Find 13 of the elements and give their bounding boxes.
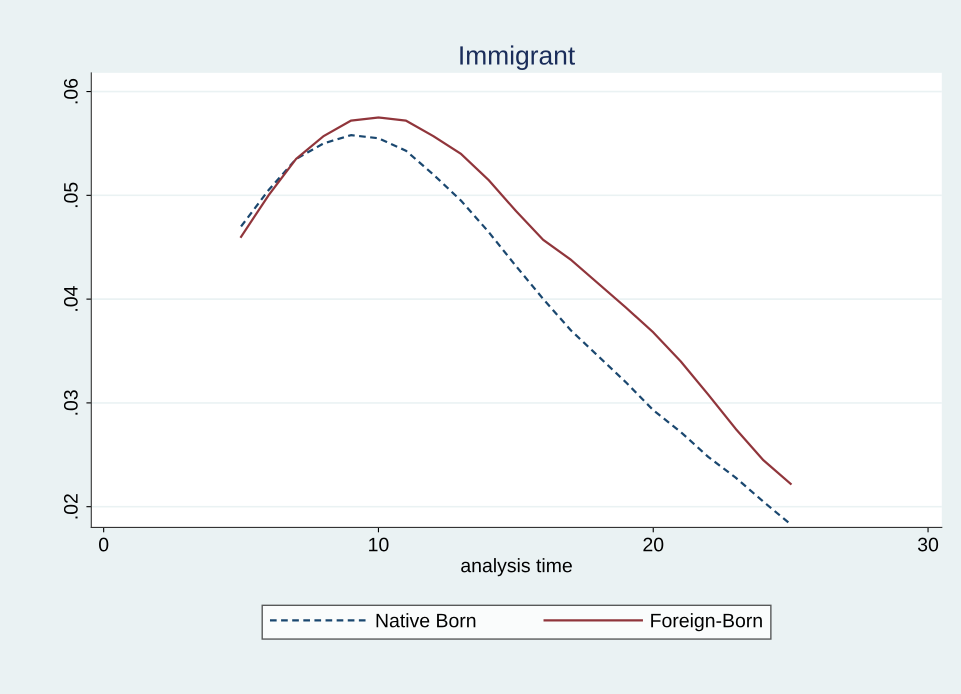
x-tick-label: 10 [369,538,389,552]
x-tick-label: 20 [643,538,664,552]
y-tick-label: .05 [64,182,78,208]
y-tick-label: .06 [64,78,78,104]
x-tick-label: 30 [918,538,938,552]
x-tick-label: 0 [99,538,108,552]
chart-title: Immigrant [460,45,575,70]
legend-label: Foreign-Born [651,613,762,632]
x-axis-title: analysis time [461,558,572,576]
legend-label: Native Born [376,613,476,628]
y-tick-label: .04 [64,286,78,311]
y-tick-label: .03 [64,390,78,415]
y-tick-label: .02 [64,494,78,518]
